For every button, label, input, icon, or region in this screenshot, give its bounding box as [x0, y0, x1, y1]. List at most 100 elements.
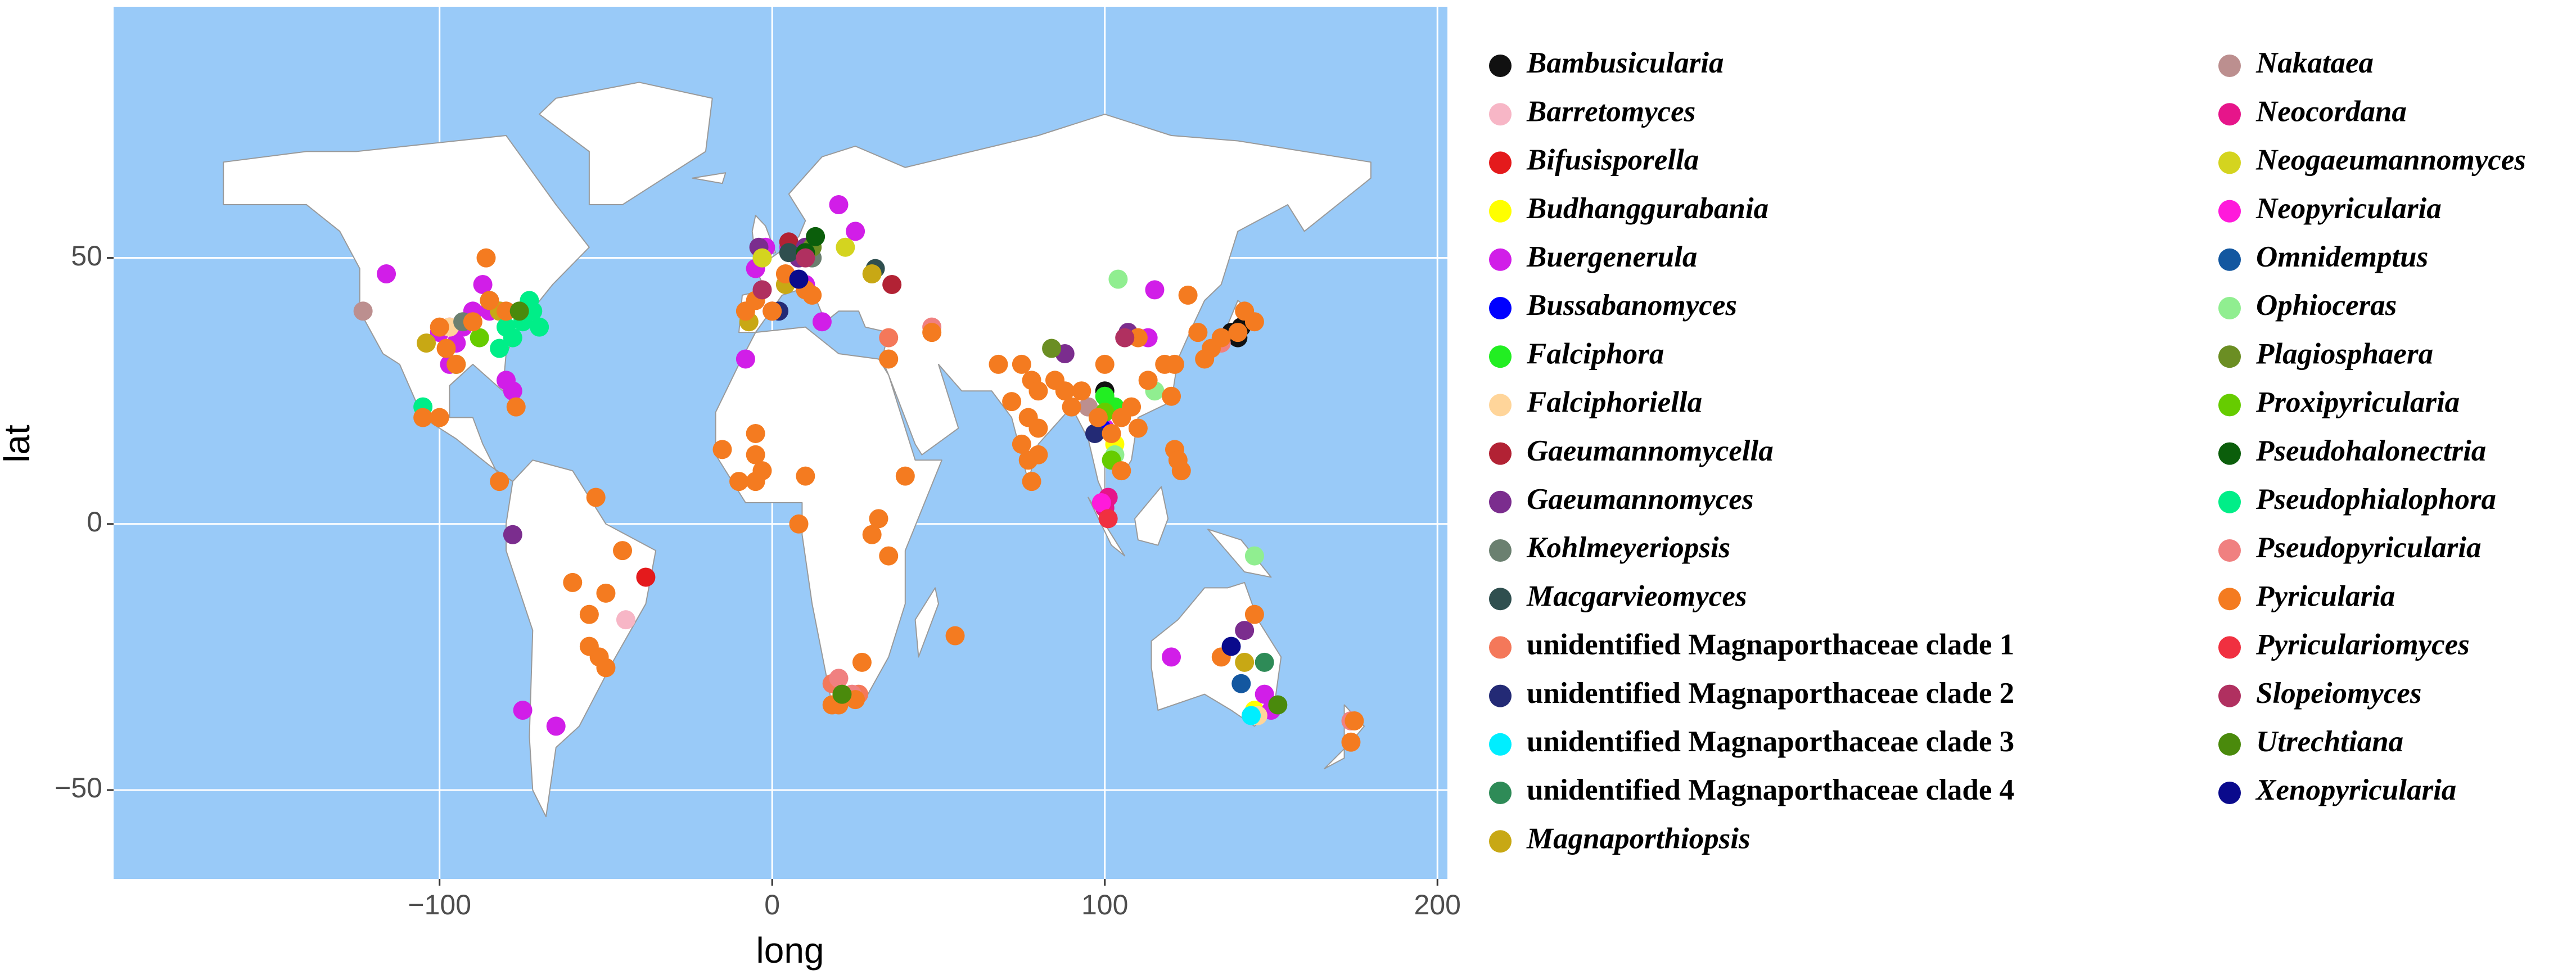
legend-label: Pseudophialophora: [2255, 483, 2496, 516]
legend-swatch: [2218, 200, 2241, 223]
point: [796, 466, 815, 486]
point: [796, 248, 815, 268]
point: [1128, 328, 1148, 348]
legend-swatch: [1489, 394, 1512, 417]
legend-label: Pyriculariomyces: [2255, 629, 2470, 661]
point: [1128, 418, 1148, 438]
point: [480, 291, 499, 310]
legend-label: Utrechtiana: [2256, 725, 2403, 758]
point: [1244, 312, 1264, 332]
point: [1002, 392, 1022, 412]
legend-swatch: [2218, 345, 2241, 368]
point: [746, 445, 765, 464]
point: [862, 525, 882, 544]
point: [922, 323, 942, 342]
legend-label: unidentified Magnaporthaceae clade 1: [1527, 629, 2014, 661]
point: [490, 339, 509, 358]
legend-swatch: [2218, 782, 2241, 804]
point: [596, 658, 616, 678]
legend-label: Macgarvieomyces: [1526, 580, 1747, 612]
point: [1108, 269, 1128, 289]
legend-label: Neogaeumannomyces: [2255, 144, 2526, 177]
point: [802, 285, 822, 305]
legend-label: Bifusisporella: [1526, 144, 1699, 177]
legend-label: Gaeumannomycella: [1527, 435, 1774, 467]
legend-swatch: [1489, 539, 1512, 562]
points: [353, 195, 1364, 752]
point: [1145, 280, 1165, 300]
point: [503, 525, 522, 544]
point: [746, 423, 765, 443]
legend-label: Pseudopyricularia: [2255, 531, 2481, 564]
point: [579, 637, 599, 656]
legend-swatch: [1489, 442, 1512, 465]
legend-swatch: [1489, 782, 1512, 804]
legend-swatch: [1489, 55, 1512, 77]
point: [476, 248, 496, 268]
x-axis-title: long: [756, 930, 824, 971]
point: [1091, 493, 1111, 512]
point: [496, 301, 516, 321]
point: [546, 716, 566, 736]
point: [1165, 354, 1184, 374]
legend-swatch: [2218, 297, 2241, 319]
legend-label: Slopeiomyces: [2256, 677, 2421, 710]
point: [829, 669, 849, 688]
legend-swatch: [1489, 200, 1512, 223]
point: [1162, 386, 1181, 406]
legend-label: Omnidemptus: [2256, 241, 2428, 273]
point: [1162, 647, 1181, 667]
y-tick-label: −50: [55, 772, 102, 804]
legend-swatch: [1489, 684, 1512, 707]
legend-label: Magnaporthiopsis: [1526, 822, 1751, 855]
point: [1244, 604, 1264, 624]
x-tick-label: 100: [1081, 889, 1128, 921]
legend-swatch: [1489, 151, 1512, 174]
legend-swatch: [2218, 442, 2241, 465]
point: [1231, 674, 1251, 693]
point: [377, 264, 396, 284]
legend-label: Xenopyricularia: [2255, 774, 2456, 806]
greenland: [539, 82, 712, 205]
legend-swatch: [2218, 151, 2241, 174]
point: [1122, 397, 1142, 417]
point: [945, 626, 965, 646]
point: [832, 684, 852, 704]
point: [852, 652, 872, 672]
point: [563, 572, 583, 592]
legend-label: Buergenerula: [1526, 241, 1697, 273]
point: [752, 248, 772, 268]
point: [1268, 695, 1288, 715]
legend-swatch: [1489, 103, 1512, 126]
point: [1228, 323, 1248, 342]
legend-swatch: [1489, 297, 1512, 319]
x-tick-label: 0: [764, 889, 780, 921]
madagascar: [915, 588, 939, 657]
legend-label: Falciphora: [1526, 337, 1664, 370]
point: [1042, 339, 1062, 358]
legend-label: Neocordana: [2255, 95, 2407, 128]
world-map: [223, 82, 1371, 816]
point: [1112, 461, 1131, 481]
point: [1085, 423, 1104, 443]
point: [989, 354, 1008, 374]
point: [1341, 732, 1361, 752]
legend-label: Pyricularia: [2255, 580, 2395, 612]
legend-label: Gaeumannomyces: [1527, 483, 1753, 516]
point: [879, 349, 899, 369]
point: [1255, 652, 1274, 672]
legend-swatch: [1489, 733, 1512, 756]
legend-swatch: [2218, 490, 2241, 513]
legend-swatch: [2218, 684, 2241, 707]
point: [513, 701, 533, 720]
point: [882, 274, 902, 294]
point: [1115, 328, 1135, 348]
point: [789, 269, 809, 289]
legend: Bambusicularia Barretomyces Bifusisporella…: [1489, 47, 2526, 855]
legend-swatch: [1489, 248, 1512, 271]
point: [490, 472, 509, 491]
point: [1211, 328, 1231, 348]
point: [1012, 434, 1031, 454]
point: [616, 610, 635, 630]
point: [736, 349, 755, 369]
